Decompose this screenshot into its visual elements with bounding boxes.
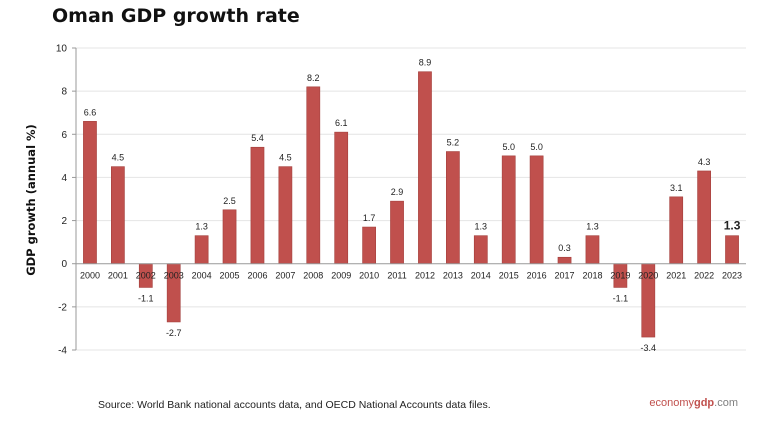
data-label: 5.0 bbox=[530, 142, 543, 152]
data-label: 6.6 bbox=[84, 107, 97, 117]
bar bbox=[362, 226, 376, 265]
bar bbox=[697, 170, 711, 265]
x-tick-label: 2003 bbox=[164, 271, 184, 281]
bar bbox=[473, 235, 488, 265]
bar bbox=[111, 166, 125, 265]
data-labels: 6.6 4.5 -1.1 -2.7 1.3 2.5 5.4 4.5 8.2 6.1 1.7 2.9 8.… bbox=[84, 58, 741, 353]
data-label: 8.9 bbox=[419, 58, 432, 68]
data-label: 4.3 bbox=[698, 157, 711, 167]
data-label: 5.0 bbox=[502, 142, 515, 152]
bar bbox=[725, 235, 739, 265]
x-tick-label: 2011 bbox=[387, 271, 406, 281]
x-tick-label: 2012 bbox=[415, 271, 435, 281]
bar bbox=[585, 235, 600, 265]
bar bbox=[278, 166, 293, 265]
x-tick-label: 2022 bbox=[694, 271, 714, 281]
data-label: -2.7 bbox=[166, 328, 182, 338]
data-label: -3.4 bbox=[641, 343, 657, 353]
data-label: 2.9 bbox=[391, 187, 404, 197]
bar bbox=[529, 155, 544, 265]
data-label: -1.1 bbox=[138, 293, 154, 303]
brand-logo: economygdp.com bbox=[649, 397, 738, 409]
x-tick-label: 2018 bbox=[582, 271, 602, 281]
data-label: 5.4 bbox=[251, 133, 264, 143]
x-tick-label: 2007 bbox=[275, 271, 295, 281]
x-tick-label: 2017 bbox=[555, 271, 575, 281]
y-tick-label: 0 bbox=[61, 259, 67, 270]
x-tick-label: 2015 bbox=[499, 271, 519, 281]
chart-title: Oman GDP growth rate bbox=[52, 5, 300, 27]
data-label: 1.3 bbox=[475, 222, 488, 232]
data-label: 3.1 bbox=[670, 183, 683, 193]
bars bbox=[83, 71, 739, 338]
bar bbox=[83, 121, 97, 265]
data-label: 1.7 bbox=[363, 213, 376, 223]
data-label: 6.1 bbox=[335, 118, 348, 128]
bar bbox=[194, 235, 209, 265]
bar bbox=[446, 151, 460, 265]
bar bbox=[669, 196, 684, 265]
bar bbox=[390, 200, 404, 265]
y-tick-label: 4 bbox=[61, 173, 67, 184]
x-tick-label: 2013 bbox=[443, 271, 463, 281]
gridlines bbox=[76, 47, 746, 351]
y-tick-label: 2 bbox=[61, 216, 67, 227]
x-tick-label: 2000 bbox=[80, 271, 100, 281]
x-tick-label: 2008 bbox=[303, 271, 323, 281]
source-note: Source: World Bank national accounts dat… bbox=[98, 399, 491, 411]
x-tick-label: 2010 bbox=[359, 271, 379, 281]
x-tick-label: 2005 bbox=[220, 271, 240, 281]
data-label: 1.3 bbox=[586, 222, 599, 232]
x-tick-label: 2023 bbox=[722, 271, 742, 281]
data-label: 5.2 bbox=[447, 138, 460, 148]
data-label: 2.5 bbox=[223, 196, 236, 206]
bar bbox=[501, 155, 516, 265]
x-tick-label: 2019 bbox=[610, 271, 630, 281]
axes: -4 -2 0 2 4 6 8 10 2000 2001 2002 2003 2004 2005 2006 2… bbox=[56, 44, 746, 357]
data-label: 0.3 bbox=[558, 243, 571, 253]
bar bbox=[250, 146, 265, 265]
data-label: 1.3 bbox=[724, 219, 741, 233]
x-tick-label: 2006 bbox=[247, 271, 267, 281]
y-tick-label: 8 bbox=[61, 87, 67, 98]
x-tick-label: 2002 bbox=[136, 271, 156, 281]
bar bbox=[222, 209, 237, 265]
x-tick-label: 2021 bbox=[666, 271, 686, 281]
bar bbox=[334, 131, 349, 265]
data-label: 4.5 bbox=[279, 153, 292, 163]
data-label: -1.1 bbox=[613, 293, 629, 303]
bar bbox=[306, 86, 321, 265]
y-tick-label: 6 bbox=[61, 130, 67, 141]
y-tick-label: -2 bbox=[58, 302, 67, 313]
bar bbox=[557, 256, 572, 265]
x-tick-label: 2020 bbox=[638, 271, 658, 281]
x-tick-label: 2014 bbox=[471, 271, 491, 281]
data-label: 4.5 bbox=[112, 153, 125, 163]
x-tick-label: 2004 bbox=[192, 271, 212, 281]
y-tick-label: -4 bbox=[58, 346, 67, 357]
data-label: 1.3 bbox=[195, 222, 208, 232]
bar bbox=[418, 71, 432, 265]
y-tick-label: 10 bbox=[56, 44, 68, 55]
x-tick-label: 2016 bbox=[527, 271, 547, 281]
data-label: 8.2 bbox=[307, 73, 320, 83]
x-tick-label: 2001 bbox=[108, 271, 128, 281]
x-tick-label: 2009 bbox=[331, 271, 351, 281]
